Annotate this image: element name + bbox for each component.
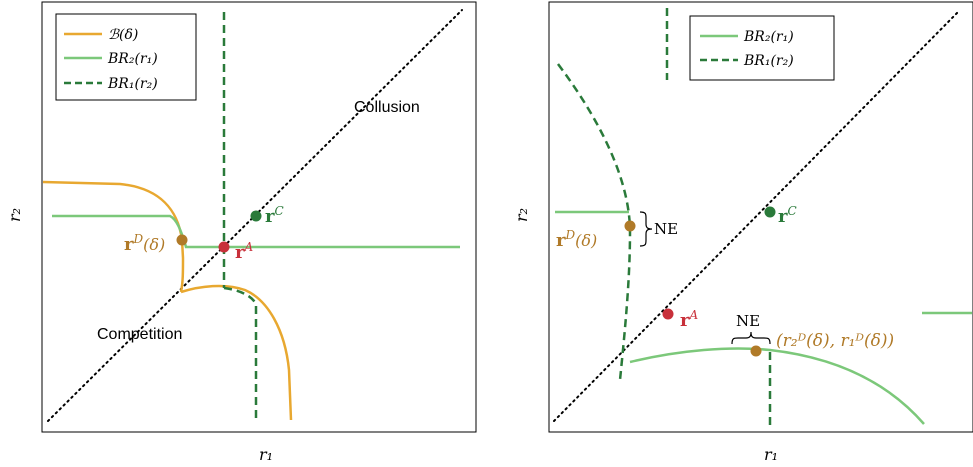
right-tuple-label: (r₂ᴰ(δ), r₁ᴰ(δ)) <box>776 331 894 351</box>
left-text-collusion: Collusion <box>354 99 420 116</box>
right-point-rD-tuple <box>750 345 762 357</box>
left-panel: rC rA rD(δ) Collusion Competition ℬ(δ) B… <box>5 1 477 464</box>
right-panel: rC rA rD(δ) NE NE (r₂ᴰ(δ), r₁ᴰ(δ)) BR₂(r… <box>512 1 973 464</box>
left-frame <box>41 1 477 433</box>
left-BR1-curve <box>223 286 258 420</box>
left-point-rC <box>250 210 262 222</box>
right-point-rC <box>764 206 776 218</box>
right-BR2-curve <box>629 347 925 425</box>
right-legend-label-1: BR₂(r₁) <box>743 29 794 45</box>
right-legend-label-2: BR₁(r₂) <box>743 53 794 69</box>
right-frame <box>548 1 973 433</box>
right-NE-brace-vertical <box>639 211 653 247</box>
left-point-rD <box>176 234 188 246</box>
left-legend-label-1: ℬ(δ) <box>108 27 138 43</box>
right-legend-box <box>689 15 835 81</box>
right-NE-label-1: NE <box>654 220 678 238</box>
left-legend-label-2: BR₂(r₁) <box>107 51 158 67</box>
right-BR1-curve <box>556 63 632 381</box>
right-label-rD: rD(δ) <box>556 228 597 251</box>
right-point-rD <box>624 220 636 232</box>
right-diagonal-line <box>553 11 959 422</box>
left-xlabel: r₁ <box>259 445 273 464</box>
left-label-rD: rD(δ) <box>124 232 165 255</box>
right-legend: BR₂(r₁) BR₁(r₂) <box>689 15 835 81</box>
left-label-rA: rA <box>235 240 253 263</box>
left-label-rC: rC <box>265 204 284 227</box>
right-ylabel: r₂ <box>512 208 531 222</box>
right-NE-label-2: NE <box>736 312 760 330</box>
right-label-rC: rC <box>778 204 797 227</box>
left-ylabel: r₂ <box>5 208 24 222</box>
left-point-rA <box>218 241 230 253</box>
left-B-curve-lower <box>180 284 293 421</box>
left-legend: ℬ(δ) BR₂(r₁) BR₁(r₂) <box>55 13 197 101</box>
left-text-competition: Competition <box>97 326 182 343</box>
left-legend-label-3: BR₁(r₂) <box>107 76 158 92</box>
right-NE-brace-horizontal <box>731 331 771 345</box>
right-xlabel: r₁ <box>764 445 778 464</box>
right-label-rA: rA <box>680 308 698 331</box>
right-point-rA <box>662 308 674 320</box>
